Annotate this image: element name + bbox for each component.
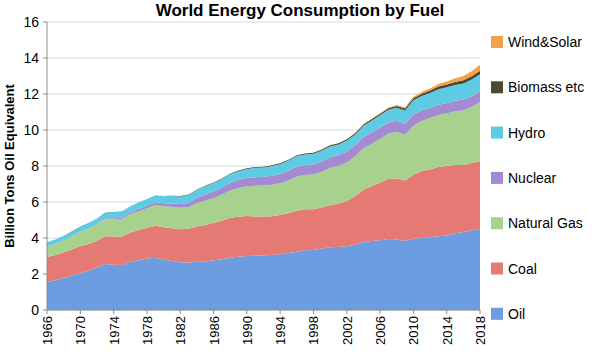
y-tick (43, 238, 47, 239)
chart-container: 0 2 4 6 8 10 12 14 16 1966 1970 1974 1978 1982 1986 199… (0, 0, 600, 359)
x-tick (213, 310, 214, 314)
y-tick (43, 274, 47, 275)
x-tick (180, 310, 181, 314)
chart-svg: 0 2 4 6 8 10 12 14 16 1966 1970 1974 1978 1982 1986 199… (0, 0, 600, 359)
legend-swatch (491, 127, 503, 139)
x-tick (380, 310, 381, 314)
x-tick-label: 1974 (107, 316, 122, 345)
x-tick-label: 2006 (373, 316, 388, 345)
grid-line (47, 94, 480, 95)
legend-swatch (491, 217, 503, 229)
y-tick-label: 16 (23, 14, 39, 30)
x-tick-label: 1998 (306, 316, 321, 345)
legend-swatch (491, 81, 503, 93)
legend-label: Biomass etc (508, 79, 584, 95)
x-tick (146, 310, 147, 314)
grid-line (47, 310, 480, 311)
legend-label: Hydro (508, 125, 546, 141)
y-tick (43, 94, 47, 95)
y-tick (43, 58, 47, 59)
legend-label: Wind&Solar (508, 34, 582, 50)
y-tick (43, 310, 47, 311)
x-tick (246, 310, 247, 314)
y-tick (43, 166, 47, 167)
x-tick (47, 310, 48, 314)
legend-swatch (491, 172, 503, 184)
y-tick-label: 12 (23, 86, 39, 102)
legend-swatch (491, 263, 503, 275)
x-tick (80, 310, 81, 314)
area-6 (47, 65, 480, 242)
x-axis-line (47, 310, 480, 311)
x-tick-label: 1982 (173, 316, 188, 345)
legend-label: Natural Gas (508, 215, 583, 231)
legend-label: Oil (508, 306, 525, 322)
grid-line (47, 58, 480, 59)
y-tick (43, 130, 47, 131)
y-tick-label: 6 (31, 194, 39, 210)
x-tick (313, 310, 314, 314)
x-tick-label: 2018 (473, 316, 488, 345)
areas (47, 65, 480, 310)
area-4 (47, 74, 480, 246)
y-tick (43, 22, 47, 23)
x-tick-label: 1970 (73, 316, 88, 345)
x-tick (480, 310, 481, 314)
x-tick-label: 1994 (273, 316, 288, 345)
legend-label: Coal (508, 261, 537, 277)
x-tick-label: 1978 (140, 316, 155, 345)
y-tick-label: 14 (23, 50, 39, 66)
x-tick (346, 310, 347, 314)
grid-line (47, 22, 480, 23)
x-tick-label: 1986 (207, 316, 222, 345)
y-tick-label: 8 (31, 158, 39, 174)
x-tick (413, 310, 414, 314)
x-tick-label: 2010 (406, 316, 421, 345)
x-tick-label: 1990 (240, 316, 255, 345)
y-tick-label: 2 (31, 266, 39, 282)
legend-swatch (491, 308, 503, 320)
chart-title: World Energy Consumption by Fuel (156, 1, 445, 20)
legend-label: Nuclear (508, 170, 557, 186)
x-tick (280, 310, 281, 314)
x-tick-label: 1966 (40, 316, 55, 345)
x-tick (446, 310, 447, 314)
y-tick-label: 4 (31, 230, 39, 246)
y-axis-label: Billion Tons Oil Equivalent (2, 83, 17, 247)
y-tick-label: 0 (31, 302, 39, 318)
legend: Wind&Solar Biomass etc Hydro Nuclear Natural… (491, 34, 584, 322)
x-tick (113, 310, 114, 314)
y-tick (43, 202, 47, 203)
x-tick-label: 2014 (440, 316, 455, 345)
legend-swatch (491, 36, 503, 48)
y-tick-label: 10 (23, 122, 39, 138)
x-tick-label: 2002 (340, 316, 355, 345)
